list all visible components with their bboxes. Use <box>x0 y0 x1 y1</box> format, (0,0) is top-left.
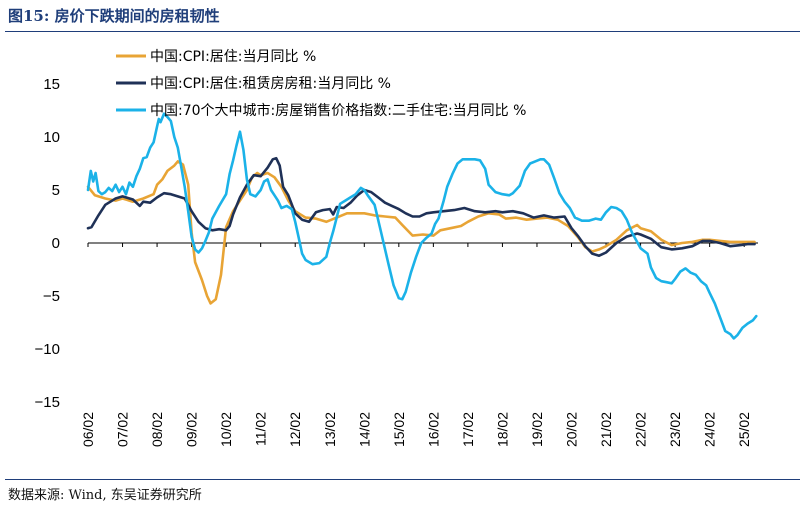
x-tick-label: 24/02 <box>702 412 718 447</box>
line-chart: 15 10 5 0 −5 −10 −15 06/02 07/02 08/02 09/02 10/02… <box>35 49 758 447</box>
x-tick-label: 08/02 <box>149 412 165 447</box>
series-layer <box>86 112 758 340</box>
x-tick-label: 23/02 <box>667 412 683 447</box>
x-tick-label: 14/02 <box>356 412 372 447</box>
x-tick-label: 11/02 <box>253 412 269 446</box>
x-tick-label: 15/02 <box>391 412 407 447</box>
y-tick-label: 0 <box>52 235 60 252</box>
legend: 中国:CPI:居住:当月同比 % 中国:CPI:居住:租赁房房租:当月同比 % 中国… <box>116 49 526 119</box>
legend-label-2: 中国:CPI:居住:租赁房房租:当月同比 % <box>150 76 391 92</box>
x-tick-label: 22/02 <box>633 412 649 447</box>
series-line-2 <box>86 156 756 257</box>
x-tick-label: 17/02 <box>460 412 476 447</box>
x-tick-label: 18/02 <box>494 412 510 447</box>
x-tick-label: 12/02 <box>287 412 303 447</box>
y-tick-label: −15 <box>35 394 60 411</box>
y-tick-label: 15 <box>43 76 60 93</box>
title-rule <box>5 31 800 32</box>
x-tick-label: 21/02 <box>598 412 614 447</box>
legend-label-1: 中国:CPI:居住:当月同比 % <box>150 49 316 65</box>
x-tick-label: 06/02 <box>80 412 96 447</box>
y-tick-label: 10 <box>43 129 60 146</box>
x-axis: 06/02 07/02 08/02 09/02 10/02 11/02 12/02 13/02… <box>80 242 758 447</box>
x-tick-label: 07/02 <box>115 412 131 447</box>
x-tick-label: 19/02 <box>529 412 545 447</box>
series-line-3 <box>86 112 758 340</box>
x-tick-label: 09/02 <box>184 412 200 447</box>
x-tick-label: 25/02 <box>736 412 752 447</box>
x-tick-label: 20/02 <box>564 412 580 447</box>
source-rule <box>5 479 800 480</box>
x-tick-label: 13/02 <box>322 412 338 447</box>
source-note: 数据来源: Wind, 东吴证券研究所 <box>8 488 202 503</box>
x-tick-label: 16/02 <box>425 412 441 447</box>
y-tick-label: −5 <box>43 288 60 305</box>
x-tick-label: 10/02 <box>218 412 234 447</box>
y-tick-label: 5 <box>52 182 60 199</box>
y-axis: 15 10 5 0 −5 −10 −15 <box>35 76 60 411</box>
legend-label-3: 中国:70个大中城市:房屋销售价格指数:二手住宅:当月同比 % <box>150 102 526 119</box>
y-tick-label: −10 <box>35 341 60 358</box>
figure-title: 图15: 房价下跌期间的房租韧性 <box>8 7 220 25</box>
series-line-1 <box>86 160 756 305</box>
